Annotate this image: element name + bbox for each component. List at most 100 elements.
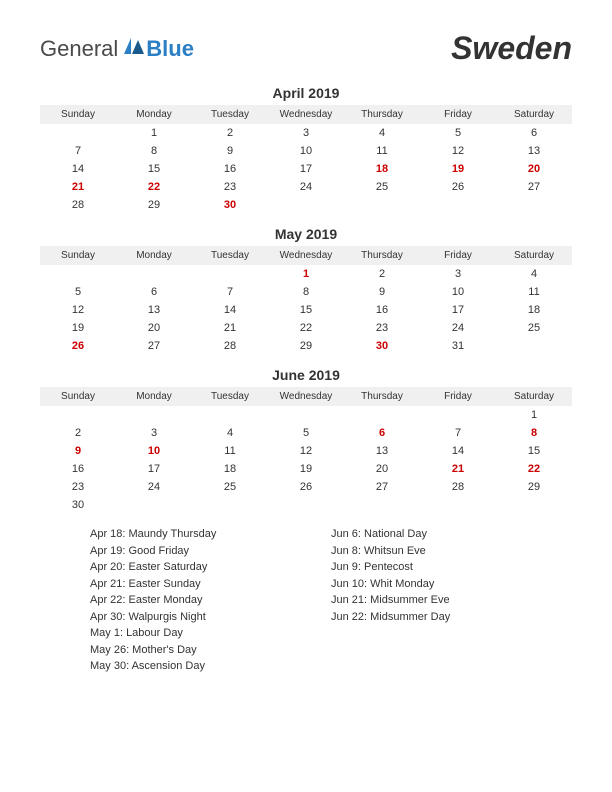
calendar-cell: 5	[40, 283, 116, 301]
calendar-cell: 2	[40, 424, 116, 442]
weekday-header: Thursday	[344, 387, 420, 406]
calendar-cell: 17	[420, 301, 496, 319]
calendar-cell	[40, 406, 116, 424]
calendar-cell	[420, 406, 496, 424]
calendar-cell: 2	[192, 124, 268, 142]
calendar-cell: 2	[344, 265, 420, 283]
holiday-item: Apr 19: Good Friday	[90, 543, 331, 560]
calendar-cell: 27	[344, 478, 420, 496]
calendar-cell: 6	[344, 424, 420, 442]
calendar-cell: 4	[192, 424, 268, 442]
calendar-cell: 4	[344, 124, 420, 142]
calendar-cell: 16	[192, 160, 268, 178]
calendar-cell: 1	[496, 406, 572, 424]
weekday-header: Thursday	[344, 246, 420, 265]
calendar-cell: 20	[116, 319, 192, 337]
calendar-cell: 23	[344, 319, 420, 337]
calendar-cell	[192, 496, 268, 514]
month-block: April 2019SundayMondayTuesdayWednesdayTh…	[40, 85, 572, 214]
holiday-item: Apr 21: Easter Sunday	[90, 576, 331, 593]
holiday-item: May 30: Ascension Day	[90, 658, 331, 675]
calendar-cell	[496, 196, 572, 214]
weekday-header: Saturday	[496, 387, 572, 406]
calendar-cell: 11	[344, 142, 420, 160]
logo-triangle-icon	[124, 34, 144, 60]
calendar-cell: 8	[268, 283, 344, 301]
calendar-cell: 18	[192, 460, 268, 478]
calendar-cell: 5	[420, 124, 496, 142]
weekday-header: Saturday	[496, 246, 572, 265]
calendar-cell: 15	[116, 160, 192, 178]
calendar-cell: 23	[192, 178, 268, 196]
calendar-cell: 26	[420, 178, 496, 196]
calendar-cell: 10	[268, 142, 344, 160]
logo: General Blue	[40, 36, 194, 62]
holiday-item: Jun 10: Whit Monday	[331, 576, 572, 593]
calendar-cell: 24	[420, 319, 496, 337]
calendar-cell: 18	[344, 160, 420, 178]
calendars-container: April 2019SundayMondayTuesdayWednesdayTh…	[40, 85, 572, 514]
calendar-cell: 30	[40, 496, 116, 514]
calendar-cell: 12	[420, 142, 496, 160]
weekday-header: Tuesday	[192, 246, 268, 265]
calendar-cell: 15	[496, 442, 572, 460]
weekday-header: Wednesday	[268, 246, 344, 265]
month-title: April 2019	[40, 85, 572, 101]
holiday-item: Jun 21: Midsummer Eve	[331, 592, 572, 609]
calendar-cell	[344, 496, 420, 514]
calendar-cell	[344, 196, 420, 214]
calendar-row: 123456	[40, 124, 572, 142]
weekday-header: Thursday	[344, 105, 420, 124]
calendar-row: 1234	[40, 265, 572, 283]
calendar-row: 2345678	[40, 424, 572, 442]
calendar-cell: 29	[116, 196, 192, 214]
holiday-item: Jun 22: Midsummer Day	[331, 609, 572, 626]
calendar-cell: 21	[420, 460, 496, 478]
calendar-cell: 1	[116, 124, 192, 142]
calendar-cell: 19	[420, 160, 496, 178]
holiday-item: Apr 30: Walpurgis Night	[90, 609, 331, 626]
holiday-item: Apr 20: Easter Saturday	[90, 559, 331, 576]
weekday-header: Tuesday	[192, 105, 268, 124]
calendar-cell: 25	[344, 178, 420, 196]
calendar-cell: 13	[496, 142, 572, 160]
calendar-cell	[116, 265, 192, 283]
calendar-cell: 14	[192, 301, 268, 319]
calendar-table: SundayMondayTuesdayWednesdayThursdayFrid…	[40, 387, 572, 514]
calendar-cell: 18	[496, 301, 572, 319]
header: General Blue Sweden	[40, 30, 572, 67]
calendar-cell: 29	[496, 478, 572, 496]
calendar-cell: 14	[420, 442, 496, 460]
calendar-row: 567891011	[40, 283, 572, 301]
month-title: June 2019	[40, 367, 572, 383]
calendar-cell: 22	[496, 460, 572, 478]
calendar-cell: 16	[344, 301, 420, 319]
calendar-cell: 9	[192, 142, 268, 160]
calendar-cell: 17	[116, 460, 192, 478]
calendar-cell: 19	[40, 319, 116, 337]
holiday-item: Jun 6: National Day	[331, 526, 572, 543]
calendar-row: 19202122232425	[40, 319, 572, 337]
weekday-header: Sunday	[40, 387, 116, 406]
weekday-header: Sunday	[40, 246, 116, 265]
calendar-cell	[192, 265, 268, 283]
calendar-cell: 1	[268, 265, 344, 283]
calendar-cell	[192, 406, 268, 424]
calendar-row: 14151617181920	[40, 160, 572, 178]
month-block: June 2019 SundayMondayTuesdayWednesdayThu…	[40, 367, 572, 514]
calendar-cell	[40, 265, 116, 283]
calendar-cell	[40, 124, 116, 142]
calendar-cell: 20	[496, 160, 572, 178]
calendar-cell: 10	[420, 283, 496, 301]
calendar-cell: 19	[268, 460, 344, 478]
calendar-cell	[496, 496, 572, 514]
month-block: May 2019SundayMondayTuesdayWednesdayThur…	[40, 226, 572, 355]
calendar-cell: 30	[344, 337, 420, 355]
weekday-header: Monday	[116, 105, 192, 124]
weekday-header: Friday	[420, 246, 496, 265]
holiday-item: Apr 22: Easter Monday	[90, 592, 331, 609]
calendar-cell: 22	[268, 319, 344, 337]
calendar-cell: 26	[40, 337, 116, 355]
calendar-cell: 10	[116, 442, 192, 460]
country-title: Sweden	[451, 30, 572, 67]
